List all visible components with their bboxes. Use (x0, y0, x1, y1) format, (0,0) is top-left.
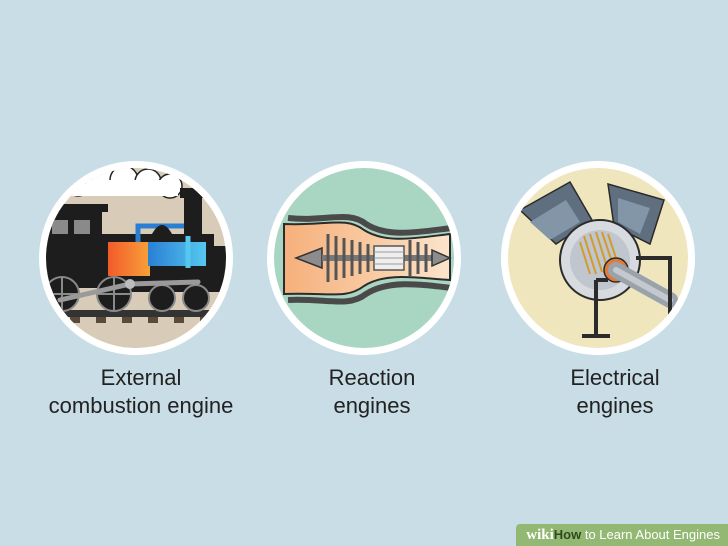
watermark-how: How (553, 527, 582, 542)
caption-line2: engines (576, 393, 654, 418)
caption-reaction-engines: Reaction engines (284, 364, 460, 420)
caption-electrical-engines: Electrical engines (520, 364, 710, 420)
steam-locomotive-icon (39, 161, 233, 355)
caption-line1: Reaction (328, 365, 416, 390)
steam-locomotive-illustration (38, 160, 234, 356)
wikihow-watermark: wikiHow to Learn About Engines (516, 524, 728, 546)
jet-turbine-icon (267, 161, 461, 355)
caption-line1: External (100, 365, 182, 390)
electric-motor-illustration (500, 160, 696, 356)
watermark-title: to Learn About Engines (581, 527, 720, 542)
caption-external-combustion-engine: External combustion engine (28, 364, 254, 420)
caption-line2: engines (333, 393, 411, 418)
electric-motor-icon (501, 161, 695, 355)
watermark-brand: wiki (526, 527, 554, 543)
caption-line1: Electrical (570, 365, 660, 390)
jet-engine-illustration (266, 160, 462, 356)
caption-line2: combustion engine (48, 393, 234, 418)
